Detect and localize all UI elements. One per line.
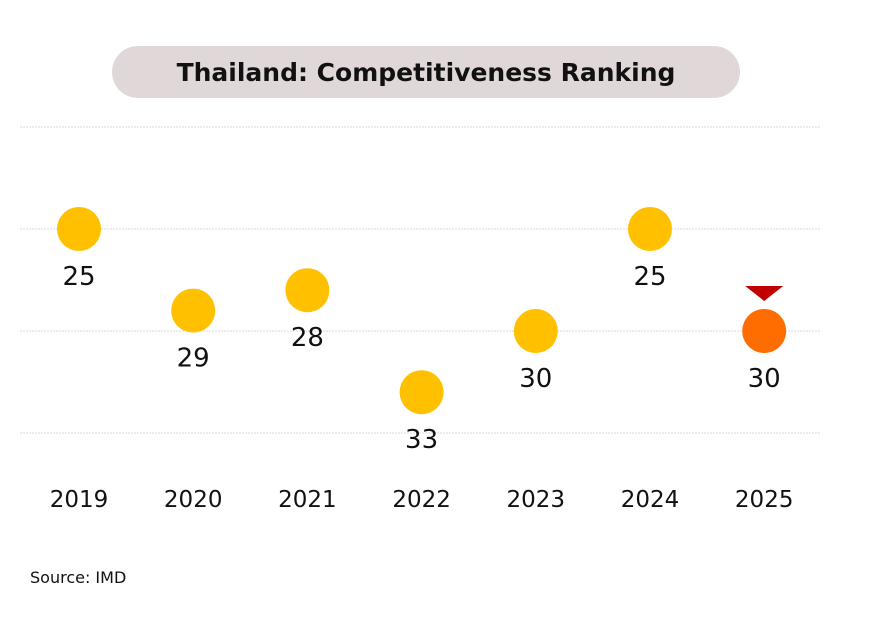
data-label: 28 [291, 323, 324, 353]
data-label: 30 [519, 364, 552, 394]
x-tick-label: 2025 [735, 487, 794, 513]
x-tick-label: 2020 [164, 487, 223, 513]
data-label: 25 [62, 262, 95, 292]
x-tick-label: 2022 [392, 487, 451, 513]
data-point [285, 268, 330, 313]
x-tick-label: 2021 [278, 487, 337, 513]
chart-title: Thailand: Competitiveness Ranking [176, 57, 676, 87]
chart-title-pill: Thailand: Competitiveness Ranking [112, 46, 740, 98]
highlight-point [742, 309, 787, 353]
data-label: 30 [748, 364, 781, 394]
data-point [57, 207, 101, 251]
data-point [628, 207, 672, 251]
data-label: 25 [633, 262, 666, 292]
source-note: Source: IMD [30, 568, 127, 587]
x-tick-label: 2019 [50, 487, 109, 513]
data-label: 33 [405, 425, 438, 455]
x-tick-label: 2023 [507, 487, 566, 513]
down-triangle-icon [745, 286, 784, 301]
data-point [171, 288, 216, 333]
data-point [399, 370, 444, 415]
data-label: 29 [177, 344, 210, 374]
x-tick-label: 2024 [621, 487, 680, 513]
data-point [513, 309, 558, 353]
